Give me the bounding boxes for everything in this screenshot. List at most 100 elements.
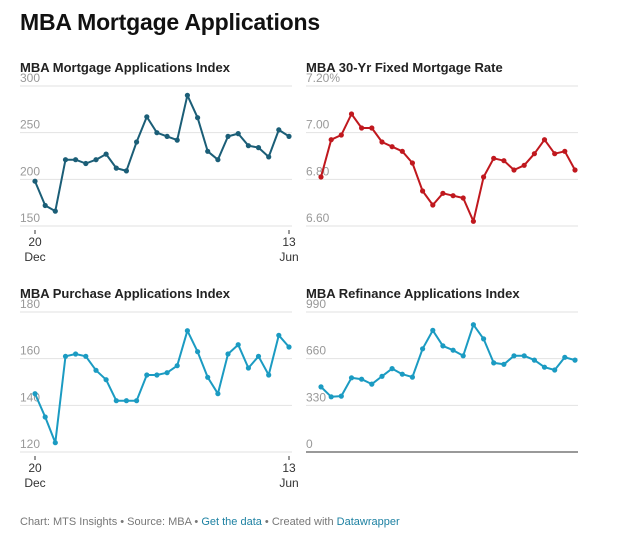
data-point [134, 398, 140, 404]
data-point [318, 384, 324, 390]
data-point [379, 139, 385, 145]
data-point [103, 151, 109, 157]
panel-title: MBA Refinance Applications Index [306, 286, 520, 301]
chart-panel-mortgage-rate: MBA 30-Yr Fixed Mortgage Rate 6.60 6.80 7.… [306, 60, 581, 270]
data-point [460, 195, 466, 201]
data-point [52, 208, 58, 214]
data-point [62, 157, 69, 163]
data-point [276, 332, 282, 338]
data-point [572, 167, 578, 173]
chart-refinance-index: 0 330 660 990 [306, 297, 578, 453]
y-tick-label: 300 [20, 71, 40, 85]
data-point [359, 376, 365, 382]
data-point [481, 174, 487, 180]
series-line [320, 113, 576, 223]
data-point [113, 165, 119, 171]
data-point [491, 155, 497, 161]
data-point [83, 353, 89, 359]
data-point [348, 375, 355, 381]
data-point [460, 353, 466, 359]
x-tick-label: Dec [24, 476, 45, 490]
data-point [470, 218, 476, 224]
y-tick-label: 0 [306, 437, 313, 451]
data-point [369, 381, 375, 387]
chart-panel-refinance-index: MBA Refinance Applications Index 0 330 660… [306, 286, 581, 496]
data-point [328, 394, 334, 400]
data-point [32, 391, 38, 397]
data-point [123, 398, 129, 404]
y-tick-label: 250 [20, 118, 40, 132]
data-point [541, 137, 548, 143]
data-point [338, 393, 344, 399]
data-point [470, 322, 476, 328]
x-tick-label: 20 [28, 461, 42, 475]
page-title: MBA Mortgage Applications [20, 9, 320, 35]
data-point [420, 188, 426, 194]
data-point [318, 174, 324, 180]
data-point [521, 353, 527, 359]
y-tick-label: 150 [20, 211, 40, 225]
data-point [562, 148, 568, 154]
data-point [73, 351, 79, 357]
data-point [42, 202, 48, 209]
data-point [215, 157, 221, 163]
data-point [93, 157, 99, 163]
x-tick-label: Jun [279, 250, 298, 264]
x-tick-label: 20 [28, 235, 42, 249]
data-point [103, 377, 109, 383]
data-point [389, 144, 395, 150]
data-point [450, 347, 456, 353]
data-point [184, 92, 190, 98]
x-tick-label: Dec [24, 250, 45, 264]
y-tick-label: 7.00 [306, 118, 330, 132]
data-point [399, 371, 405, 377]
data-point [83, 160, 89, 167]
data-point [184, 328, 190, 334]
data-point [205, 148, 211, 154]
data-point [521, 162, 527, 168]
y-tick-label: 6.60 [306, 211, 330, 225]
data-point [174, 363, 180, 369]
data-point [420, 346, 426, 352]
data-point [164, 133, 170, 139]
data-point [235, 131, 241, 137]
chart-panel-applications-index: MBA Mortgage Applications Index 150 200 25… [20, 60, 299, 270]
data-point [245, 365, 251, 371]
y-tick-label: 660 [306, 344, 326, 358]
data-point [195, 349, 201, 355]
datawrapper-link[interactable]: Datawrapper [336, 516, 400, 528]
data-point [552, 367, 558, 373]
x-tick-label: 13 [282, 461, 296, 475]
y-tick-label: 7.20% [306, 71, 340, 85]
data-point [511, 353, 517, 359]
y-tick-label: 330 [306, 390, 326, 404]
data-point [430, 202, 436, 208]
data-point [286, 344, 292, 350]
data-point [359, 125, 365, 131]
data-point [409, 374, 415, 380]
data-point [154, 130, 160, 136]
data-point [430, 327, 436, 333]
data-point [276, 127, 282, 133]
footer-created-with: • Created with [261, 516, 337, 528]
data-point [409, 160, 415, 166]
data-point [164, 370, 170, 376]
data-point [399, 148, 405, 154]
get-data-link[interactable]: Get the data [201, 516, 262, 528]
footer: Chart: MTS Insights • Source: MBA • Get … [20, 516, 400, 528]
y-tick-label: 160 [20, 344, 40, 358]
data-point [42, 414, 48, 420]
data-point [328, 137, 334, 143]
data-point [134, 139, 140, 145]
data-point [501, 158, 507, 164]
y-tick-label: 120 [20, 437, 40, 451]
data-point [235, 342, 241, 348]
chart-panel-purchase-index: MBA Purchase Applications Index 120 140 16… [20, 286, 299, 496]
data-point [245, 143, 251, 149]
data-point [113, 398, 119, 404]
data-point [389, 366, 395, 372]
data-point [531, 357, 537, 363]
series-line [34, 94, 290, 213]
data-point [440, 190, 446, 196]
